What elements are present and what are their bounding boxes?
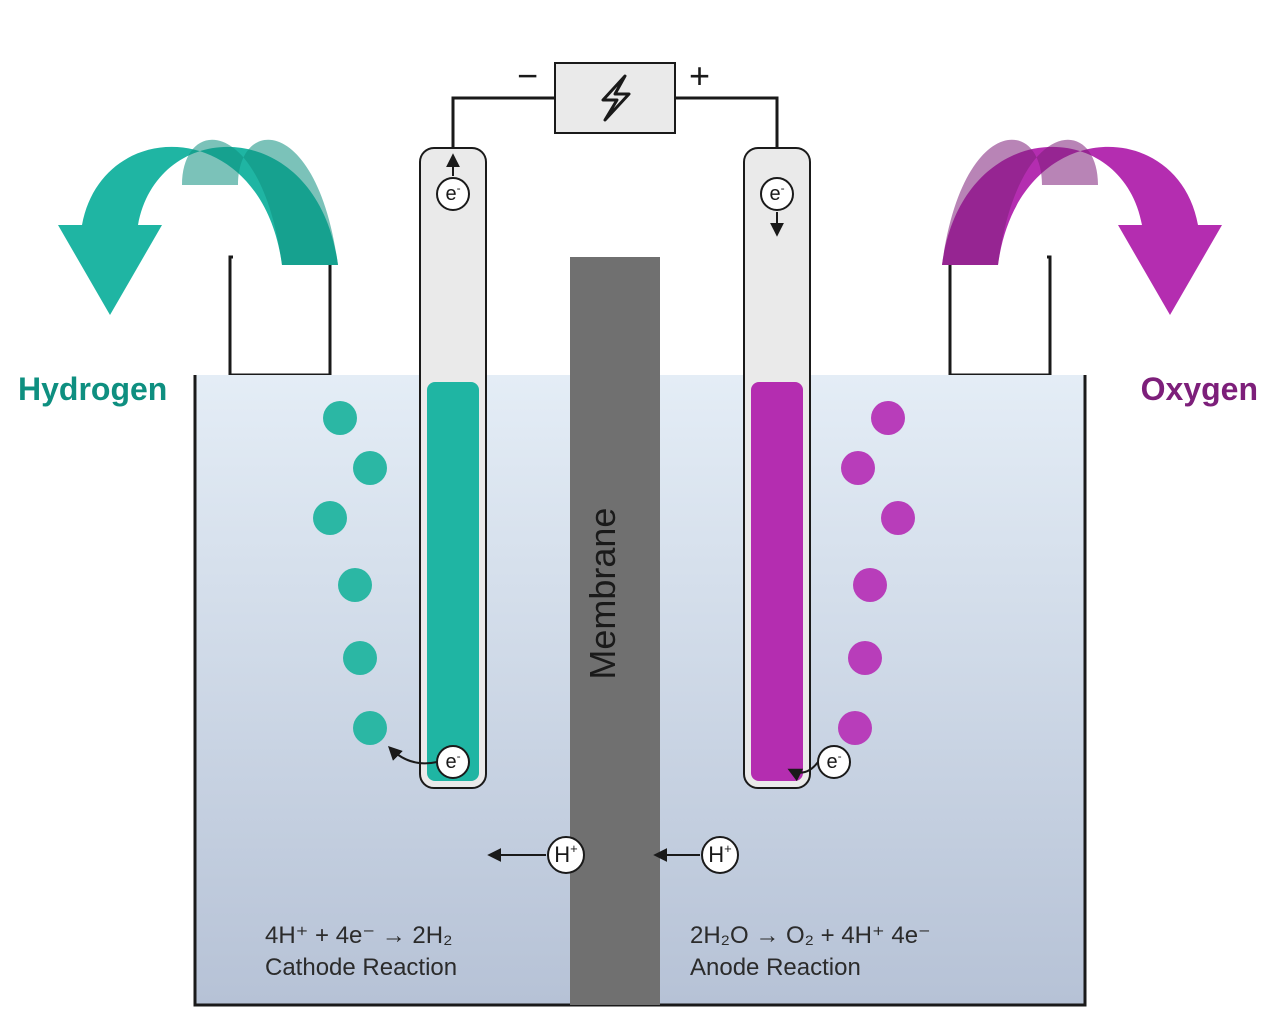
cathode-electrode (420, 148, 486, 788)
bubble (343, 641, 377, 675)
bubble (881, 501, 915, 535)
electron-badge: e- (437, 178, 469, 210)
proton-badge: H+ (702, 837, 738, 873)
cathode-name: Cathode Reaction (265, 954, 457, 981)
power-supply (555, 63, 675, 133)
membrane-label: Membrane (582, 508, 623, 680)
terminal-plus: + (689, 55, 710, 96)
bubble (353, 711, 387, 745)
hydrogen-arrow-shade (182, 140, 338, 265)
electron-badge: e- (437, 746, 469, 778)
bubble (338, 568, 372, 602)
anode-electrode (744, 148, 810, 788)
bubble (853, 568, 887, 602)
terminal-minus: − (517, 55, 538, 96)
electron-badge: e- (761, 178, 793, 210)
anode-name: Anode Reaction (690, 954, 861, 981)
oxygen-arrow-shade (942, 140, 1098, 265)
bubble (313, 501, 347, 535)
hydrogen-label: Hydrogen (18, 371, 167, 407)
oxygen-label: Oxygen (1141, 371, 1258, 407)
electrolysis-diagram: − + Membrane e- e- (0, 0, 1276, 1036)
bubble (871, 401, 905, 435)
bubble (841, 451, 875, 485)
bubble (848, 641, 882, 675)
membrane: Membrane (570, 257, 660, 1005)
bubble (353, 451, 387, 485)
cathode-equation: 4H⁺ + 4e⁻ → 2H₂ (265, 922, 452, 949)
bubble (838, 711, 872, 745)
anode-equation: 2H₂O → O₂ + 4H⁺ 4e⁻ (690, 922, 931, 949)
bubble (323, 401, 357, 435)
electron-badge: e- (818, 746, 850, 778)
proton-badge: H+ (548, 837, 584, 873)
